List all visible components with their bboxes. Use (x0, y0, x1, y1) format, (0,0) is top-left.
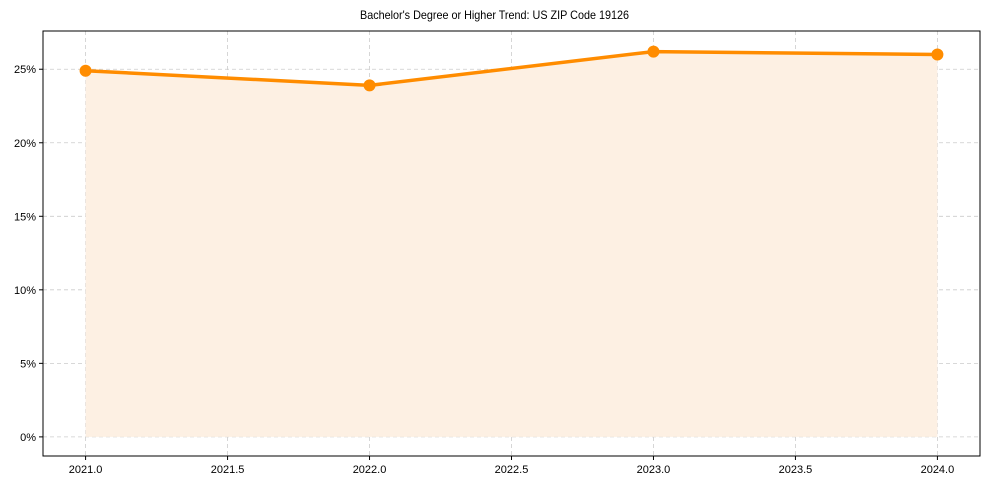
area-fill (85, 51, 938, 437)
data-point (931, 48, 944, 61)
data-point (79, 64, 92, 77)
data-point (647, 45, 660, 58)
y-axis: 0% 5% 10% 15% 20% 25% (14, 64, 43, 444)
y-tick-label: 25% (14, 64, 36, 76)
y-tick-label: 0% (20, 432, 36, 444)
y-tick-label: 5% (20, 358, 36, 370)
y-tick-label: 20% (14, 138, 36, 150)
x-tick-label: 2021.0 (69, 464, 103, 476)
data-line (85, 49, 938, 88)
data-points (79, 45, 944, 92)
x-tick-label: 2022.0 (353, 464, 387, 476)
x-tick-label: 2023.5 (779, 464, 813, 476)
y-tick-label: 15% (14, 211, 36, 223)
x-tick-label: 2021.5 (211, 464, 245, 476)
x-tick-label: 2023.0 (637, 464, 671, 476)
x-axis: 2021.0 2021.5 2022.0 2022.5 2023.0 2023.5 2024… (69, 456, 954, 476)
data-point (363, 79, 376, 92)
y-tick-label: 10% (14, 285, 36, 297)
x-tick-label: 2022.5 (495, 464, 529, 476)
chart-title: Bachelor's Degree or Higher Trend: US ZI… (359, 8, 630, 22)
x-tick-label: 2024.0 (921, 464, 955, 476)
